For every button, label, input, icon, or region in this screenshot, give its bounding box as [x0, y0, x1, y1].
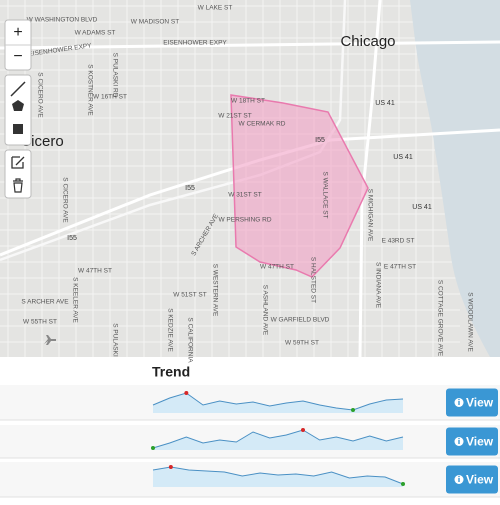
street-label: S MICHIGAN AVE [366, 189, 373, 242]
info-icon-i [458, 478, 460, 482]
street-label: E 47TH ST [384, 264, 416, 271]
street-label: W LAKE ST [198, 5, 233, 12]
street-label: S CALIFORNIA [186, 317, 193, 363]
map[interactable]: W LAKE ST W WASHINGTON BLVD W MADISON ST W … [0, 0, 500, 363]
road-shield: I55 [185, 185, 195, 192]
max-point [168, 465, 173, 469]
road-shield: US 41 [412, 204, 432, 211]
street-label: S PULASKI [111, 323, 118, 357]
street-label: E 43RD ST [382, 238, 415, 245]
city-label: Chicago [340, 33, 395, 50]
streets [0, 0, 460, 357]
draw-polygon[interactable] [12, 100, 24, 111]
button-label: View [466, 396, 494, 410]
street-label: S ARCHER AVE [21, 299, 69, 306]
info-icon-dot [458, 437, 460, 440]
street-label: S INDIANA AVE [374, 262, 381, 309]
min-point [401, 482, 405, 486]
street-label: S WESTERN AVE [211, 264, 218, 317]
view-button[interactable]: View [446, 427, 498, 456]
street-label: S CICERO AVE [36, 72, 43, 118]
street-label: W GARFIELD BLVD [271, 317, 330, 324]
button-label: View [466, 473, 494, 487]
street-label: W 18TH ST [231, 98, 265, 105]
sparkline-area [153, 393, 403, 413]
highway [0, 40, 500, 50]
street-label: W 31ST ST [228, 192, 262, 199]
street-label: W 47TH ST [78, 268, 112, 275]
street-label: W 21ST ST [218, 113, 252, 120]
button-body [446, 388, 498, 417]
view-button[interactable]: View [446, 388, 498, 417]
street-label: W PERSHING RD [218, 217, 271, 224]
street-label: S WOODLAWN AVE [466, 292, 473, 352]
street-label: EISENHOWER EXPY [163, 40, 227, 47]
street-label: S KOSTNER AVE [86, 64, 93, 116]
draw-line[interactable] [10, 81, 26, 97]
street-label: W ADAMS ST [75, 30, 116, 37]
street-label: W CERMAK RD [239, 121, 286, 128]
road-shield: I55 [315, 137, 325, 144]
draw-rectangle[interactable] [13, 124, 23, 134]
street-label: S KEDZIE AVE [166, 308, 173, 352]
road-shield: US 41 [375, 100, 395, 107]
airport-icon [44, 335, 56, 345]
street-label: S CICERO AVE [61, 177, 68, 223]
info-icon-dot [458, 398, 460, 401]
max-point [301, 428, 305, 432]
street-label: S KEELER AVE [71, 277, 78, 323]
zoom-out[interactable]: − [13, 48, 22, 65]
info-icon-dot [458, 475, 460, 478]
sparkline-area [153, 430, 403, 450]
info-icon-i [458, 401, 460, 405]
street-label: S COTTAGE GROVE AVE [436, 280, 443, 357]
street-label: W 47TH ST [260, 264, 294, 271]
street-label: S PULASKI RD [111, 53, 118, 98]
zoom-in[interactable]: + [13, 24, 22, 41]
street-label: W 16TH ST [93, 94, 127, 101]
info-icon-i [458, 440, 460, 444]
trend-title: Trend [152, 364, 190, 380]
street-label: S ASHLAND AVE [261, 285, 268, 336]
min-point [151, 446, 155, 450]
street-label: W WASHINGTON BLVD [27, 17, 98, 24]
trend-rows: View View View [0, 385, 500, 498]
street-label: S WALLACE ST [321, 171, 328, 218]
street-label: S HALSTED ST [309, 257, 316, 303]
sparkline [152, 429, 404, 449]
street-label: W 51ST ST [173, 292, 207, 299]
view-button[interactable]: View [446, 465, 498, 494]
drawn-polygon[interactable] [230, 94, 369, 278]
highway [358, 0, 382, 358]
button-label: View [466, 435, 494, 449]
street-label: W 59TH ST [285, 340, 319, 347]
min-point [351, 408, 355, 412]
button-body [446, 465, 498, 494]
street-label: W MADISON ST [131, 19, 179, 26]
sparkline [152, 392, 404, 411]
road-shield: I55 [67, 235, 77, 242]
street-label: W 55TH ST [23, 319, 57, 326]
sparkline [152, 466, 404, 485]
road-shield: US 41 [393, 154, 413, 161]
max-point [184, 391, 189, 395]
button-body [446, 427, 498, 456]
lake [410, 0, 500, 357]
delete-layers[interactable] [13, 178, 23, 193]
edit-layers[interactable] [11, 156, 25, 169]
map-labels: W LAKE ST W WASHINGTON BLVD W MADISON ST W … [20, 5, 473, 364]
